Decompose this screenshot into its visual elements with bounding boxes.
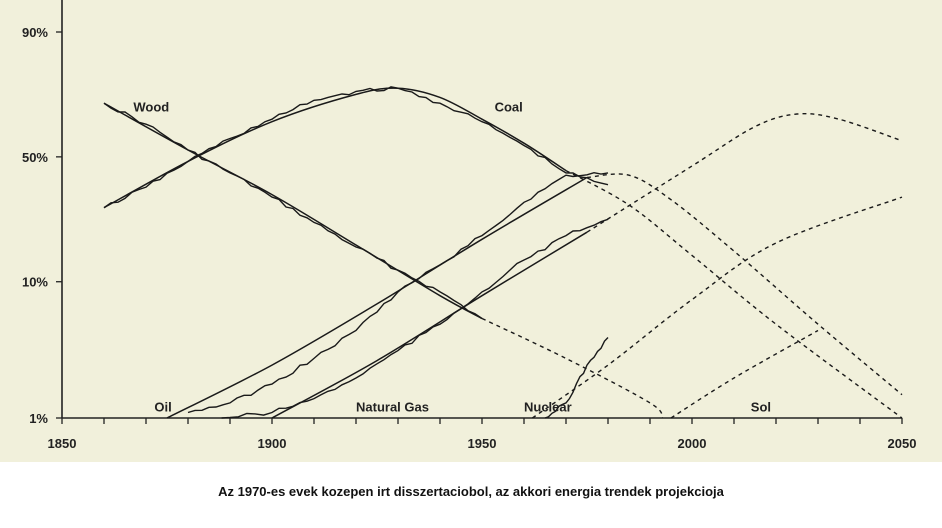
coal-historical-line	[103, 86, 609, 209]
axes: 1850 1900 1950 2000 2050 1% 10% 50% 90%	[22, 0, 916, 451]
natural-gas-projection-line	[586, 112, 903, 233]
coal-projection-line	[565, 169, 903, 419]
label-natural-gas: Natural Gas	[356, 399, 429, 414]
natural-gas-trend-line	[271, 231, 588, 419]
series-labels: Wood Coal Oil Natural Gas Nuclear Sol	[133, 99, 771, 414]
x-tick-label: 1850	[48, 436, 77, 451]
oil-projection-line	[586, 173, 903, 396]
figure-caption: Az 1970-es evek kozepen irt disszertacio…	[218, 484, 724, 499]
series-layer	[103, 86, 903, 419]
wood-projection-line	[481, 317, 664, 419]
coal-trend-line	[103, 87, 567, 209]
natural-gas-historical-line	[221, 218, 609, 419]
label-wood: Wood	[133, 99, 169, 114]
wood-trend-line	[103, 102, 483, 320]
y-tick-label: 90%	[22, 25, 48, 40]
label-sol: Sol	[751, 399, 771, 414]
energy-substitution-chart: 1850 1900 1950 2000 2050 1% 10% 50% 90% Wood Coal…	[22, 0, 916, 451]
oil-trend-line	[166, 176, 588, 419]
x-tick-label: 1900	[258, 436, 287, 451]
y-tick-label: 10%	[22, 275, 48, 290]
label-nuclear: Nuclear	[524, 399, 572, 414]
label-oil: Oil	[154, 399, 171, 414]
scan-background	[0, 0, 942, 462]
y-tick-label: 50%	[22, 150, 48, 165]
sol-projection-line	[670, 329, 819, 419]
x-tick-label: 2000	[678, 436, 707, 451]
label-coal: Coal	[495, 99, 523, 114]
x-tick-label: 2050	[888, 436, 917, 451]
nuclear-projection-line	[531, 196, 903, 419]
wood-historical-line	[103, 102, 483, 320]
nuclear-historical-line	[544, 337, 609, 419]
x-tick-label: 1950	[468, 436, 497, 451]
y-tick-label: 1%	[29, 411, 48, 426]
